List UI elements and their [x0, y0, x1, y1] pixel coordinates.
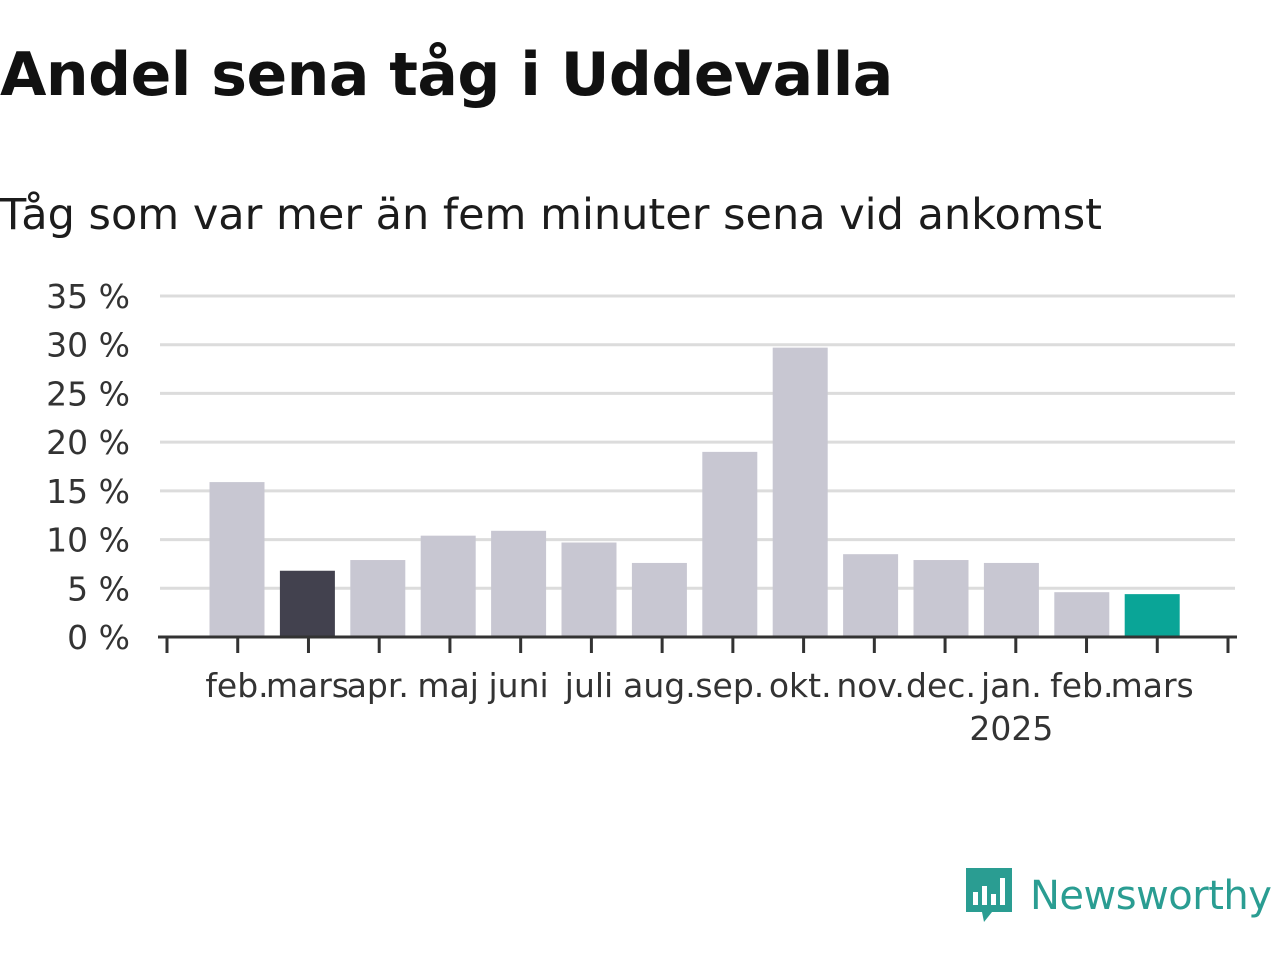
- y-tick-label: 20 %: [46, 423, 130, 462]
- bar: [913, 560, 969, 637]
- newsworthy-logo-icon: [966, 868, 1012, 922]
- x-tick-label: juni: [488, 666, 549, 705]
- y-tick-label: 30 %: [46, 326, 130, 365]
- bar: [279, 570, 335, 637]
- x-tick-label: aug.: [623, 666, 696, 705]
- bars: [209, 347, 1180, 637]
- bar-chart: 0 %5 %10 %15 %20 %25 %30 %35 % feb.marsa…: [46, 277, 1237, 748]
- y-tick-label: 5 %: [67, 569, 130, 608]
- x-tick-label: jan.: [980, 666, 1042, 705]
- newsworthy-logo: Newsworthy: [962, 864, 1272, 928]
- x-tick-label: okt.: [769, 666, 832, 705]
- x-tick-label: apr.: [347, 666, 409, 705]
- bar: [983, 562, 1039, 637]
- bar: [631, 562, 687, 637]
- x-tick-label: maj: [417, 666, 479, 705]
- bar: [350, 560, 406, 637]
- chart-subtitle: Tåg som var mer än fem minuter sena vid …: [0, 190, 1103, 240]
- x-tick-label: feb.: [205, 666, 268, 705]
- x-tick-label: nov.: [836, 666, 905, 705]
- bar: [772, 347, 828, 637]
- bar: [1054, 592, 1110, 637]
- y-tick-label: 15 %: [46, 472, 130, 511]
- x-tick-label: mars: [1111, 666, 1194, 705]
- x-tick-label: dec.: [906, 666, 976, 705]
- bar: [209, 482, 265, 637]
- y-tick-label: 0 %: [67, 618, 130, 657]
- bar: [702, 451, 758, 637]
- y-tick-label: 35 %: [46, 277, 130, 316]
- x-tick-label: feb.: [1050, 666, 1113, 705]
- bar: [420, 535, 476, 637]
- x-axis: [158, 635, 1237, 653]
- x-tick-label: juli: [564, 666, 613, 705]
- y-tick-label: 25 %: [46, 374, 130, 413]
- y-axis-tick-labels: 0 % 5 % 10 % 15 % 20 % 25 % 30 % 35 %: [46, 277, 130, 657]
- bar: [491, 530, 547, 637]
- x-tick-label: sep.: [695, 666, 764, 705]
- x-tick-label: mars: [266, 666, 349, 705]
- brand-name: Newsworthy: [1030, 873, 1272, 919]
- chart-title: Andel sena tåg i Uddevalla: [0, 40, 893, 110]
- bar: [843, 554, 899, 637]
- bar: [1124, 594, 1180, 637]
- x-year-label: 2025: [969, 709, 1053, 748]
- bar: [561, 542, 617, 637]
- grid-lines: [160, 294, 1235, 590]
- y-tick-label: 10 %: [46, 521, 130, 560]
